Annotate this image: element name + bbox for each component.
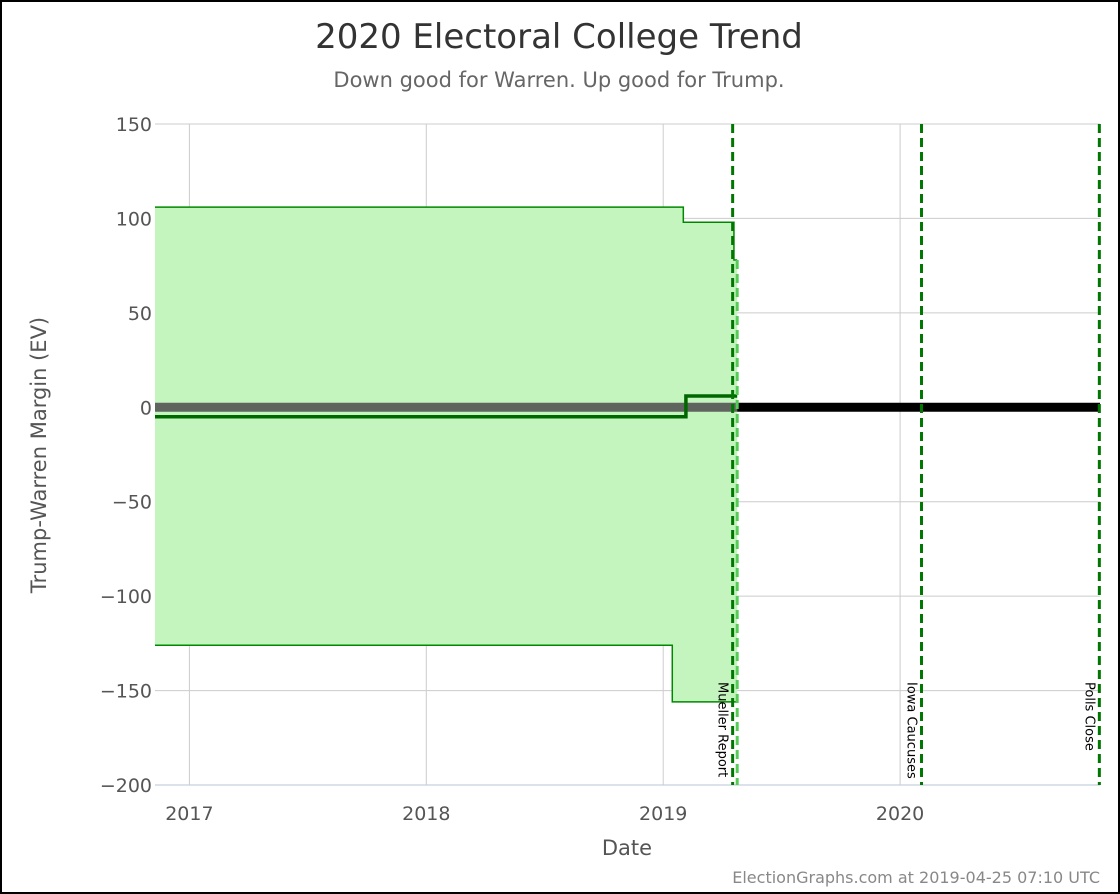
y-axis-title: Trump-Warren Margin (EV) [27, 317, 51, 594]
y-tick-label: 150 [116, 114, 152, 136]
y-tick-label: 0 [140, 397, 152, 419]
event-label: Polls Close [1081, 682, 1096, 751]
range-band-upper [155, 206, 738, 261]
chart-subtitle: Down good for Warren. Up good for Trump. [333, 68, 784, 92]
range-band-lower [155, 644, 738, 703]
y-tick-label: 50 [128, 303, 152, 325]
range-band-layer [155, 206, 738, 703]
event-label: Iowa Caucuses [904, 682, 919, 779]
y-tick-label: −150 [100, 681, 152, 703]
y-tick-label: −50 [112, 492, 152, 514]
x-tick-label: 2019 [639, 803, 687, 825]
x-tick-label: 2017 [165, 803, 213, 825]
series-line-expected [155, 394, 738, 419]
y-tick-label: −100 [100, 586, 152, 608]
tick-labels: 150 100 50 0 −50 −100 −150 −200 2017 2018 2019 2020 [100, 114, 924, 825]
event-label: Mueller Report [715, 682, 730, 777]
y-tick-label: −200 [100, 775, 152, 797]
x-tick-label: 2020 [876, 803, 924, 825]
chart-title: 2020 Electoral College Trend [315, 17, 803, 57]
chart-credit: ElectionGraphs.com at 2019-04-25 07:10 U… [732, 868, 1100, 887]
series-layer [155, 259, 739, 785]
event-layer: Mueller Report Iowa Caucuses Polls Close [715, 124, 1101, 785]
range-band-fill [155, 207, 738, 702]
y-tick-label: 100 [116, 208, 152, 230]
x-tick-label: 2018 [402, 803, 450, 825]
x-axis-title: Date [602, 836, 652, 860]
